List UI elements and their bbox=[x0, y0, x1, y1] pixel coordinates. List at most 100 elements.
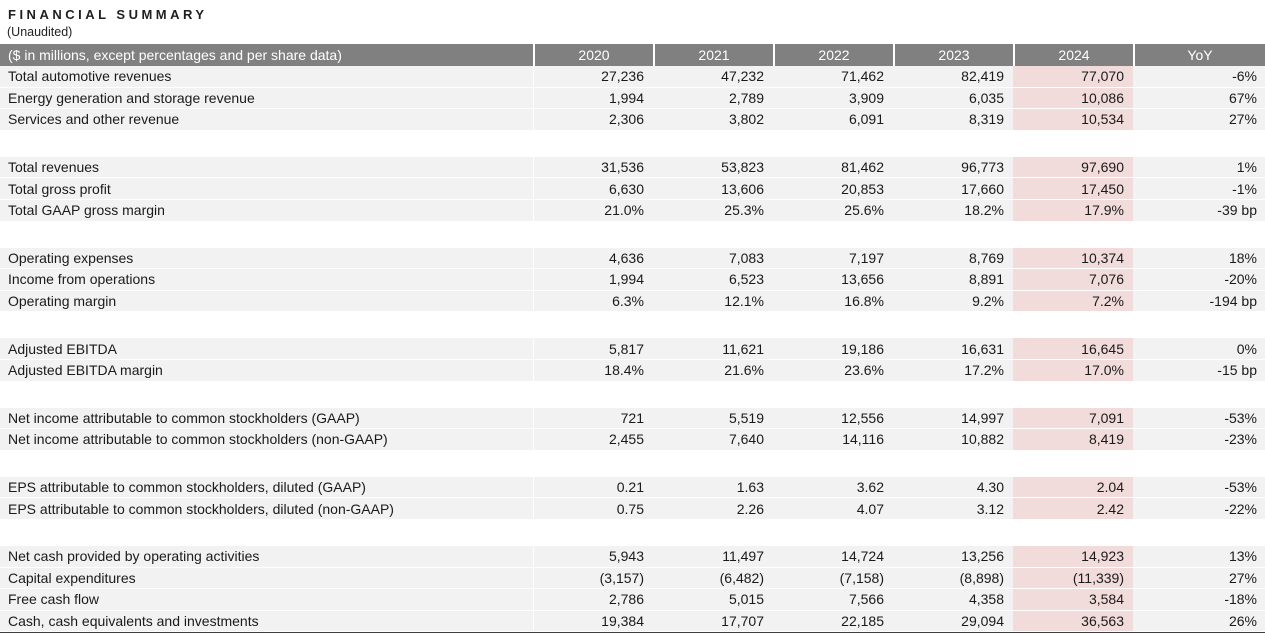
cell-2020: 6,630 bbox=[533, 178, 653, 199]
cell-yoy: -22% bbox=[1224, 500, 1257, 517]
cell-2021: 5,015 bbox=[728, 591, 764, 608]
cell-2021: 11,497 bbox=[722, 548, 764, 565]
cell-2021: 53,823 bbox=[721, 159, 764, 176]
cell-2020: (3,157) bbox=[533, 567, 653, 589]
header-col-2021: 2021 bbox=[653, 44, 773, 66]
cell-2020: 31,536 bbox=[533, 156, 653, 178]
cell-2021: 17,707 bbox=[721, 612, 764, 629]
cell-2020: 21.0% bbox=[533, 199, 653, 221]
header-col-2022: 2022 bbox=[773, 44, 893, 66]
cell-2020: 27,236 bbox=[533, 66, 653, 87]
row-label: Total revenues bbox=[8, 159, 100, 176]
row-label: Net income attributable to common stockh… bbox=[8, 409, 360, 426]
cell-2021: 3,802 bbox=[728, 111, 764, 128]
cell-2023: 8,769 bbox=[968, 249, 1004, 266]
cell-2024: 3,584 bbox=[1013, 589, 1133, 610]
cell-2020: 0.75 bbox=[533, 498, 653, 519]
table-row: Free cash flow 2,786 5,015 7,566 4,358 3,584 -… bbox=[0, 589, 1265, 611]
table-row: EPS attributable to common stockholders,… bbox=[0, 498, 1265, 520]
cell-yoy: -1% bbox=[1232, 180, 1257, 197]
section-spacer bbox=[0, 312, 1265, 339]
table-row: Operating expenses 4,636 7,083 7,197 8,769 10… bbox=[0, 247, 1265, 270]
cell-2022: 3,909 bbox=[848, 89, 884, 106]
cell-2020: 2,306 bbox=[533, 109, 653, 130]
cell-yoy: -39 bp bbox=[1217, 202, 1257, 219]
cell-2020: 721 bbox=[533, 407, 653, 429]
row-label: Total gross profit bbox=[8, 180, 111, 197]
cell-2020: 5,817 bbox=[533, 338, 653, 359]
row-label: Income from operations bbox=[8, 271, 156, 288]
cell-2023: 18.2% bbox=[964, 202, 1004, 219]
cell-2024: 17.0% bbox=[1013, 359, 1133, 381]
cell-2023: 8,891 bbox=[968, 271, 1004, 288]
cell-2023: 13,256 bbox=[961, 548, 1004, 565]
cell-2023: 4,358 bbox=[968, 591, 1004, 608]
cell-2024: 16,645 bbox=[1013, 338, 1133, 359]
cell-2022: 4.07 bbox=[856, 500, 884, 517]
table-row: Cash, cash equivalents and investments 19… bbox=[0, 610, 1265, 633]
cell-yoy: -6% bbox=[1232, 68, 1257, 85]
section-spacer bbox=[0, 221, 1265, 248]
page-title: FINANCIAL SUMMARY bbox=[8, 7, 208, 22]
row-label: Total automotive revenues bbox=[8, 68, 172, 85]
cell-2021: 1.63 bbox=[736, 479, 764, 496]
table-row: Capital expenditures (3,157) (6,482) (7,158… bbox=[0, 567, 1265, 590]
cell-2022: 25.6% bbox=[844, 202, 884, 219]
cell-yoy: -15 bp bbox=[1217, 362, 1257, 379]
cell-2024: 17,450 bbox=[1013, 178, 1133, 199]
table-header-row: ($ in millions, except percentages and p… bbox=[0, 44, 1265, 66]
cell-yoy: 18% bbox=[1228, 249, 1257, 266]
cell-2023: 17.2% bbox=[964, 362, 1004, 379]
table-row: Total GAAP gross margin 21.0% 25.3% 25.6% 18… bbox=[0, 199, 1265, 222]
row-label: EPS attributable to common stockholders,… bbox=[8, 500, 394, 517]
cell-2020: 2,786 bbox=[533, 589, 653, 610]
table-row: Energy generation and storage revenue 1,9… bbox=[0, 87, 1265, 110]
row-label: Net income attributable to common stockh… bbox=[8, 431, 388, 448]
header-col-2023: 2023 bbox=[893, 44, 1013, 66]
row-label: Free cash flow bbox=[8, 591, 100, 608]
table-row: Total revenues 31,536 53,823 81,462 96,773 97… bbox=[0, 156, 1265, 179]
cell-2022: (7,158) bbox=[839, 569, 884, 586]
cell-2023: 8,319 bbox=[968, 111, 1004, 128]
header-label: ($ in millions, except percentages and p… bbox=[8, 47, 342, 63]
cell-yoy: -53% bbox=[1224, 409, 1257, 426]
cell-2020: 19,384 bbox=[533, 610, 653, 632]
cell-yoy: 13% bbox=[1228, 548, 1257, 565]
row-label: Energy generation and storage revenue bbox=[8, 89, 255, 106]
table-row: Operating margin 6.3% 12.1% 16.8% 9.2% 7.2% -1… bbox=[0, 290, 1265, 313]
row-label: Operating expenses bbox=[8, 249, 134, 266]
cell-2021: 7,640 bbox=[728, 431, 764, 448]
cell-yoy: 0% bbox=[1236, 340, 1257, 357]
cell-2024: 10,374 bbox=[1013, 247, 1133, 269]
cell-yoy: 27% bbox=[1228, 569, 1257, 586]
row-label: EPS attributable to common stockholders,… bbox=[8, 479, 366, 496]
cell-2024: 17.9% bbox=[1013, 199, 1133, 221]
cell-2024: 10,086 bbox=[1013, 87, 1133, 109]
cell-2021: 25.3% bbox=[724, 202, 764, 219]
row-label: Capital expenditures bbox=[8, 569, 136, 586]
row-label: Adjusted EBITDA bbox=[8, 340, 117, 357]
page-subtitle: (Unaudited) bbox=[7, 25, 73, 39]
cell-2023: 10,882 bbox=[961, 431, 1004, 448]
table-body: Total automotive revenues 27,236 47,232 71,… bbox=[0, 66, 1265, 633]
table-row: Income from operations 1,994 6,523 13,656 8,… bbox=[0, 269, 1265, 291]
cell-2023: 96,773 bbox=[961, 159, 1004, 176]
cell-2021: 2.26 bbox=[736, 500, 764, 517]
table-row: Total automotive revenues 27,236 47,232 71,… bbox=[0, 66, 1265, 88]
cell-2022: 23.6% bbox=[844, 362, 884, 379]
cell-2023: 9.2% bbox=[972, 293, 1004, 310]
cell-2022: 12,556 bbox=[841, 409, 884, 426]
cell-2021: 6,523 bbox=[728, 271, 764, 288]
row-label: Net cash provided by operating activitie… bbox=[8, 548, 260, 565]
cell-2023: 4.30 bbox=[976, 479, 1004, 496]
cell-yoy: 26% bbox=[1228, 612, 1257, 629]
table-row: Net cash provided by operating activitie… bbox=[0, 545, 1265, 568]
cell-yoy: -194 bp bbox=[1209, 293, 1257, 310]
cell-2023: 3.12 bbox=[976, 500, 1004, 517]
cell-2024: 2.04 bbox=[1013, 476, 1133, 498]
row-label: Operating margin bbox=[8, 293, 117, 310]
cell-2021: (6,482) bbox=[719, 569, 764, 586]
cell-2021: 13,606 bbox=[721, 180, 764, 197]
cell-2023: 16,631 bbox=[961, 340, 1004, 357]
cell-2020: 1,994 bbox=[533, 269, 653, 290]
